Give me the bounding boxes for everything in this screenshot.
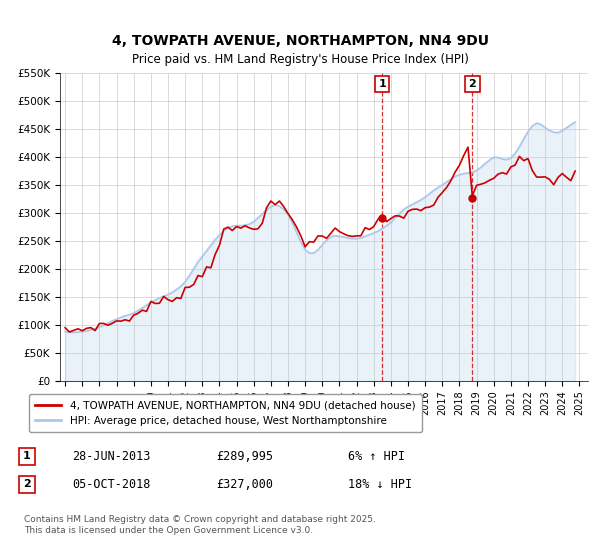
Text: 6% ↑ HPI: 6% ↑ HPI [348,450,405,463]
Text: £289,995: £289,995 [216,450,273,463]
Text: Contains HM Land Registry data © Crown copyright and database right 2025.
This d: Contains HM Land Registry data © Crown c… [24,515,376,535]
Legend: 4, TOWPATH AVENUE, NORTHAMPTON, NN4 9DU (detached house), HPI: Average price, de: 4, TOWPATH AVENUE, NORTHAMPTON, NN4 9DU … [29,394,422,432]
Text: Price paid vs. HM Land Registry's House Price Index (HPI): Price paid vs. HM Land Registry's House … [131,53,469,66]
Text: £327,000: £327,000 [216,478,273,491]
Text: 1: 1 [23,451,31,461]
Text: 28-JUN-2013: 28-JUN-2013 [72,450,151,463]
Text: 18% ↓ HPI: 18% ↓ HPI [348,478,412,491]
Text: 2: 2 [23,479,31,489]
Text: 05-OCT-2018: 05-OCT-2018 [72,478,151,491]
Text: 1: 1 [378,79,386,89]
Text: 4, TOWPATH AVENUE, NORTHAMPTON, NN4 9DU: 4, TOWPATH AVENUE, NORTHAMPTON, NN4 9DU [112,34,488,48]
Text: 2: 2 [469,79,476,89]
